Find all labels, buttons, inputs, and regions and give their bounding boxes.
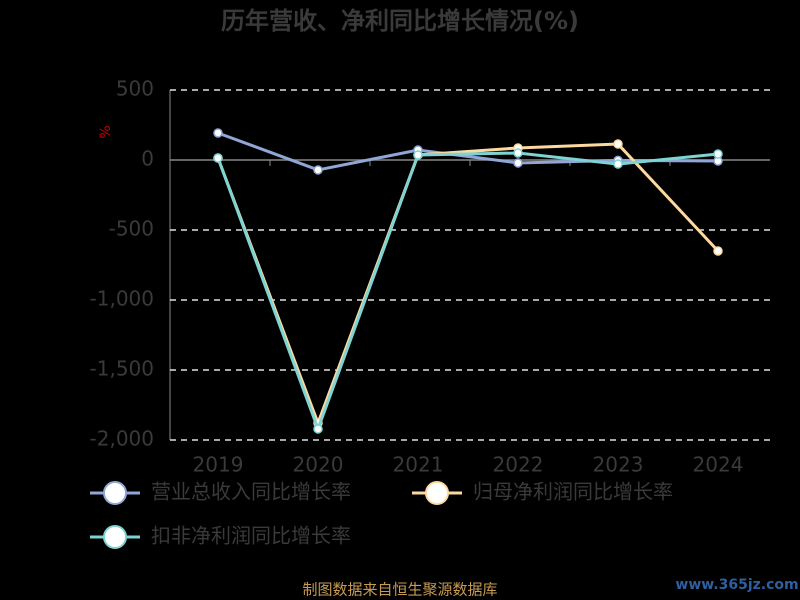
legend-marker xyxy=(103,525,127,549)
footer: 制图数据来自恒生聚源数据库 xyxy=(302,581,497,599)
legend-label: 归母净利润同比增长率 xyxy=(473,480,673,504)
x-tick-label: 2023 xyxy=(593,453,644,477)
x-tick-label: 2020 xyxy=(293,453,344,477)
data-point xyxy=(313,165,323,175)
x-tick-label: 2021 xyxy=(393,453,444,477)
y-tick-label: 0 xyxy=(141,147,154,171)
data-point xyxy=(613,139,623,149)
data-point xyxy=(213,153,223,163)
x-tick-label: 2019 xyxy=(193,453,244,477)
data-point xyxy=(513,148,523,158)
y-tick-label: -1,000 xyxy=(90,287,154,311)
data-point xyxy=(213,128,223,138)
y-tick-label: -2,000 xyxy=(90,427,154,451)
x-tick-label: 2022 xyxy=(493,453,544,477)
series-line xyxy=(216,151,719,434)
data-point xyxy=(713,246,723,256)
legend-marker xyxy=(103,481,127,505)
data-point xyxy=(413,150,423,160)
data-point xyxy=(613,159,623,169)
legend-label: 营业总收入同比增长率 xyxy=(151,480,351,504)
legend-marker xyxy=(425,481,449,505)
data-point xyxy=(513,158,523,168)
chart-title: 历年营收、净利同比增长情况(%) xyxy=(221,7,579,35)
data-point xyxy=(313,424,323,434)
y-axis-label: % xyxy=(98,125,114,138)
y-tick-label: -1,500 xyxy=(90,357,154,381)
y-tick-label: 500 xyxy=(116,77,154,101)
watermark: www.365jz.com xyxy=(675,577,798,593)
y-tick-label: -500 xyxy=(109,217,154,241)
data-point xyxy=(713,149,723,159)
legend-label: 扣非净利润同比增长率 xyxy=(151,524,351,548)
x-tick-label: 2024 xyxy=(693,453,744,477)
